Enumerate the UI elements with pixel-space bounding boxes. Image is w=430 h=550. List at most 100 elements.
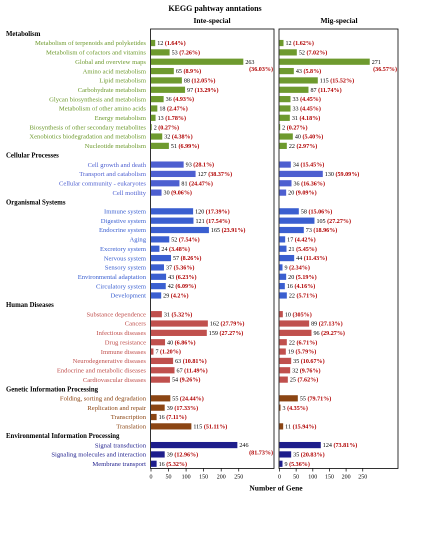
- pathway-label: Carbohydrate metabolism: [78, 87, 147, 94]
- bar-value-label: 16 (4.16%): [287, 283, 315, 290]
- bar: [279, 58, 370, 65]
- bar: [151, 254, 172, 262]
- bar-value-label: 9 (2.34%): [284, 265, 309, 272]
- bar-value-label: 44 (11.43%): [296, 255, 327, 262]
- bar-value-label: 3 (4.35%): [282, 405, 307, 412]
- bar: [279, 208, 299, 215]
- pathway-label: Signaling molecules and interaction: [51, 452, 146, 459]
- bar: [279, 357, 292, 365]
- pathway-label: Xenobiotics biodegradation and metabolis…: [29, 134, 147, 141]
- bar: [151, 339, 166, 346]
- group-header: Human Diseases: [6, 302, 54, 309]
- bar-value-label: 9 (5.36%): [284, 461, 309, 468]
- bar-value-label: 22 (5.71%): [289, 293, 317, 300]
- bar-value-label: 33 (4.45%): [292, 106, 320, 113]
- bar-value-label: 20 (5.19%): [288, 274, 316, 281]
- x-tick-label: 250: [234, 474, 243, 480]
- bar-value-label: 55 (24.44%): [172, 395, 204, 402]
- x-tick-label: 100: [308, 474, 317, 480]
- bar-pct-label: (36.03%): [249, 66, 273, 73]
- bar: [279, 339, 287, 346]
- pathway-label: Replication and repair: [87, 405, 146, 412]
- pathway-label: Circulatory system: [96, 283, 147, 290]
- bar: [151, 245, 160, 252]
- bar: [151, 348, 154, 355]
- bar: [151, 114, 156, 121]
- bar-value-label: 32 (4.38%): [164, 134, 192, 141]
- bar: [151, 142, 169, 149]
- bar-value-label: 53 (7.26%): [172, 49, 200, 56]
- group-header: Organismal Systems: [6, 199, 66, 206]
- bar: [151, 133, 163, 140]
- bar: [151, 236, 170, 243]
- pathway-label: Development: [110, 293, 146, 300]
- bar-value-label: 42 (6.09%): [168, 283, 196, 290]
- bar-value-label: 89 (27.13%): [311, 321, 343, 328]
- bar-value-label: 121 (17.54%): [195, 218, 230, 225]
- bar: [151, 357, 174, 365]
- pathway-label: Aging: [130, 237, 147, 244]
- bar-value-label: 12 (1.64%): [157, 40, 185, 47]
- pathway-label: Folding, sorting and degradation: [60, 396, 147, 403]
- x-tick-label: 50: [293, 474, 299, 480]
- bar: [279, 329, 312, 336]
- bar: [151, 170, 196, 178]
- pathway-label: Biosynthesis of other secondary metaboli…: [30, 124, 147, 131]
- bar-value-label: 22 (6.71%): [289, 339, 317, 346]
- bar-value-label: 39 (17.33%): [167, 405, 199, 412]
- bar-value-label: 22 (2.97%): [289, 143, 317, 150]
- bar: [151, 292, 162, 299]
- pathway-label: Metabolism of other amino acids: [59, 106, 147, 113]
- pathway-label: Environmental adaptation: [78, 274, 147, 281]
- bar: [279, 367, 291, 374]
- bar-value-label: 52 (7.02%): [299, 49, 327, 56]
- chart-title: KEGG pahtway anntations: [168, 4, 261, 13]
- pathway-label: Immune system: [104, 209, 147, 216]
- bar: [279, 283, 285, 290]
- bar-value-label: 24 (3.48%): [161, 246, 189, 253]
- bar-value-label: 115 (15.52%): [320, 78, 354, 85]
- x-tick-label: 250: [358, 474, 367, 480]
- bar: [279, 67, 294, 75]
- bar-value-label: 81 (24.47%): [181, 180, 213, 187]
- bar: [279, 114, 290, 121]
- bar: [279, 311, 283, 318]
- pathway-label: Drug resistance: [105, 339, 146, 346]
- bar: [279, 217, 315, 224]
- bar: [151, 311, 162, 318]
- group-header: Environmental Information Processing: [6, 433, 120, 440]
- bar-value-label: 30 (9.06%): [164, 190, 192, 197]
- bar: [279, 39, 284, 47]
- bar: [151, 283, 166, 290]
- bar: [279, 161, 291, 168]
- pathway-label: Transport and catabolism: [79, 171, 147, 178]
- bar-value-label: 263: [245, 60, 254, 66]
- bar-value-label: 120 (17.39%): [195, 208, 230, 215]
- bar-value-label: 36 (4.93%): [166, 96, 194, 103]
- bar-value-label: 105 (27.27%): [316, 218, 351, 225]
- bar: [151, 39, 156, 47]
- bar-value-label: 35 (20.83%): [293, 452, 325, 459]
- bar: [279, 404, 281, 411]
- bar: [151, 77, 182, 84]
- x-tick-label: 100: [182, 474, 191, 480]
- bar: [151, 124, 152, 131]
- bar: [151, 413, 157, 421]
- pathway-label: Nervous system: [104, 255, 147, 262]
- bar: [151, 67, 174, 75]
- bar-value-label: 40 (5.40%): [295, 134, 323, 141]
- bar: [279, 451, 292, 458]
- bar: [151, 404, 165, 411]
- pathway-label: Lipid metabolism: [99, 78, 147, 85]
- bar-value-label: 124 (73.81%): [323, 442, 358, 449]
- bar: [279, 376, 288, 383]
- bar-value-label: 20 (9.09%): [288, 190, 316, 197]
- bar-value-label: 162 (27.79%): [210, 321, 245, 328]
- pathway-label: Cancers: [125, 321, 147, 328]
- bar: [151, 96, 164, 103]
- bar: [279, 96, 291, 103]
- pathway-label: Digestive system: [101, 218, 147, 225]
- bar: [279, 395, 298, 402]
- pathway-label: Energy metabolism: [95, 115, 147, 122]
